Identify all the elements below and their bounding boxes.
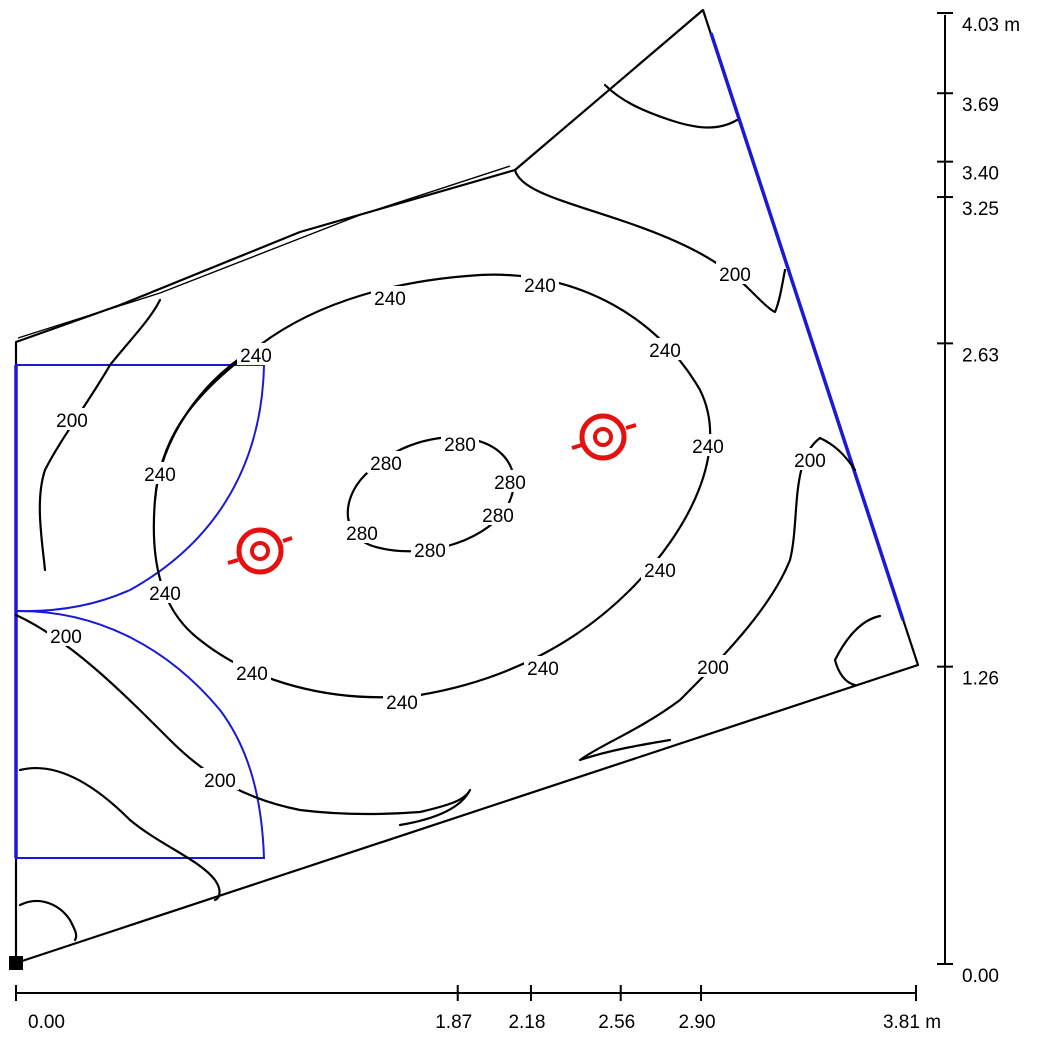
contour-label: 280 [494,473,526,494]
contour-label: 280 [482,506,514,527]
y-tick-label: 2.63 [962,345,999,366]
room-outline [16,10,918,963]
origin-marker [9,956,23,970]
contour-200-bottom-right-corner [835,616,880,685]
contour-200-corner-left [20,901,76,940]
x-tick-label: 0.00 [28,1012,65,1033]
y-axis-ticks: 0.00 1.26 2.63 3.25 3.40 3.69 4.03 m [937,13,1020,987]
contour-200-upper-left [40,300,160,570]
contour-label: 240 [524,276,556,297]
contour-label: 200 [719,265,751,286]
contour-label: 200 [50,627,82,648]
x-tick-label: 2.18 [508,1012,545,1033]
contour-label: 280 [346,524,378,545]
y-tick-label: 4.03 m [962,15,1020,36]
contour-label: 240 [527,659,559,680]
contour-label: 240 [236,664,268,685]
contour-200-top-loop [605,85,737,128]
luminaire-2-icon[interactable] [572,416,636,458]
x-tick-label: 2.56 [598,1012,635,1033]
contour-label: 280 [414,541,446,562]
zone-upper-left [16,365,264,611]
y-tick-label: 3.69 [962,95,999,116]
contour-label: 200 [204,771,236,792]
contour-label: 240 [240,346,272,367]
x-tick-label: 2.90 [679,1012,716,1033]
contour-240 [154,275,710,698]
contour-label: 240 [692,437,724,458]
zone-lower-left [16,611,264,858]
contour-label: 240 [149,584,181,605]
luminaire-1-icon[interactable] [228,530,292,572]
y-tick-label: 0.00 [962,966,999,987]
contour-200-lower-left [16,615,470,825]
contour-label: 240 [386,693,418,714]
contour-200-bottom-left [20,768,220,900]
contour-label: 280 [444,435,476,456]
contour-label: 200 [794,451,826,472]
contour-labels: 200 200 200 200 200 200 240 240 240 240 240 240 240 2… [47,262,829,792]
contour-label: 200 [697,658,729,679]
x-tick-label: 1.87 [435,1012,472,1033]
x-tick-label: 3.81 m [883,1012,941,1033]
contour-label: 240 [644,561,676,582]
contour-label: 200 [56,411,88,432]
y-tick-label: 3.25 [962,199,999,220]
contour-label: 240 [374,289,406,310]
contour-label: 240 [144,465,176,486]
wall-highlight-right [711,33,903,620]
contour-label: 280 [370,454,402,475]
y-tick-label: 1.26 [962,669,999,690]
y-tick-label: 3.40 [962,164,999,185]
contour-label: 240 [649,341,681,362]
